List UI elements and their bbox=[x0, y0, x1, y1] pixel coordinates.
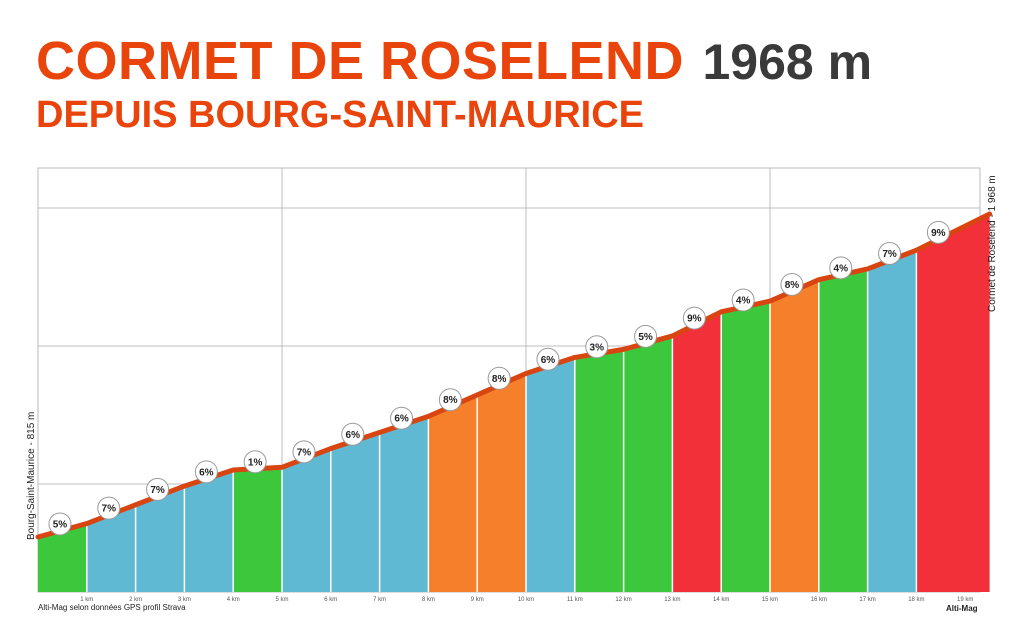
grade-segment-5 bbox=[233, 467, 282, 592]
data-source-credit: Alti-Mag selon données GPS profil Strava bbox=[38, 603, 186, 612]
grade-label-19: 9% bbox=[931, 228, 946, 239]
climb-subtitle: DEPUIS BOURG-SAINT-MAURICE bbox=[36, 94, 645, 136]
grade-badge-19 bbox=[926, 220, 950, 244]
grade-label-7: 6% bbox=[346, 430, 361, 441]
x-tick-label-12: 12 km bbox=[615, 597, 631, 603]
grade-label-13: 5% bbox=[638, 332, 653, 343]
grade-label-1: 5% bbox=[53, 519, 68, 530]
x-tick-label-9: 9 km bbox=[471, 597, 484, 603]
grade-segment-14 bbox=[672, 311, 722, 592]
grade-segment-15 bbox=[721, 301, 770, 592]
grade-segment-6 bbox=[282, 448, 331, 592]
grade-label-10: 8% bbox=[492, 374, 507, 385]
grade-badge-12 bbox=[585, 335, 609, 359]
grade-label-11: 6% bbox=[541, 355, 556, 366]
grade-label-2: 7% bbox=[102, 504, 117, 515]
grade-badge-2 bbox=[97, 496, 121, 520]
grade-badge-1 bbox=[48, 512, 72, 536]
grade-segment-2 bbox=[86, 504, 136, 592]
grade-badge-10 bbox=[487, 366, 511, 390]
grade-badge-13 bbox=[634, 324, 658, 348]
x-tick-label-10: 10 km bbox=[518, 597, 534, 603]
grade-badge-4 bbox=[194, 460, 218, 484]
grade-segment-17 bbox=[818, 268, 868, 592]
grade-badge-8 bbox=[390, 406, 414, 430]
grade-label-18: 7% bbox=[882, 249, 897, 260]
x-tick-label-16: 16 km bbox=[811, 597, 827, 603]
x-tick-label-3: 3 km bbox=[178, 597, 191, 603]
x-tick-label-7: 7 km bbox=[373, 597, 386, 603]
grade-badge-3 bbox=[146, 477, 170, 501]
start-label: Bourg-Saint-Maurice - 815 m bbox=[26, 412, 37, 540]
grade-label-12: 3% bbox=[590, 342, 605, 353]
summit-altitude: 1968 m bbox=[702, 34, 873, 90]
grade-badge-17 bbox=[829, 256, 853, 280]
x-tick-label-6: 6 km bbox=[324, 597, 337, 603]
x-tick-label-11: 11 km bbox=[567, 597, 583, 603]
brand-label: Alti-Mag bbox=[946, 604, 978, 613]
grade-segment-4 bbox=[184, 469, 234, 592]
climb-title: CORMET DE ROSELEND bbox=[36, 31, 685, 91]
end-label: Cormet de Roselend - 1 968 m bbox=[987, 175, 998, 312]
grade-segment-8 bbox=[379, 416, 429, 592]
x-tick-label-13: 13 km bbox=[664, 597, 680, 603]
grade-badge-14 bbox=[682, 306, 706, 330]
grade-segment-7 bbox=[330, 432, 380, 592]
grade-label-6: 7% bbox=[297, 447, 312, 458]
grade-segment-18 bbox=[867, 250, 917, 593]
grade-segment-16 bbox=[770, 279, 819, 592]
grade-segment-1 bbox=[38, 523, 87, 592]
grade-badge-9 bbox=[438, 388, 462, 412]
x-tick-label-19: 19 km bbox=[957, 597, 973, 603]
x-tick-label-2: 2 km bbox=[129, 597, 142, 603]
grade-badge-18 bbox=[878, 242, 902, 266]
grade-segment-13 bbox=[623, 335, 673, 592]
x-tick-label-17: 17 km bbox=[859, 597, 875, 603]
grade-badge-15 bbox=[731, 288, 755, 312]
grade-segment-12 bbox=[574, 349, 624, 592]
grade-label-5: 1% bbox=[248, 457, 263, 468]
x-tick-label-15: 15 km bbox=[762, 597, 778, 603]
grade-label-4: 6% bbox=[199, 467, 214, 478]
x-tick-label-18: 18 km bbox=[908, 597, 924, 603]
x-tick-label-14: 14 km bbox=[713, 597, 729, 603]
grade-segment-19 bbox=[916, 214, 990, 592]
grade-label-17: 4% bbox=[834, 263, 849, 274]
x-tick-label-8: 8 km bbox=[422, 597, 435, 603]
grade-label-14: 9% bbox=[687, 314, 702, 325]
grade-label-15: 4% bbox=[736, 296, 751, 307]
x-tick-label-4: 4 km bbox=[227, 597, 240, 603]
grade-segment-9 bbox=[428, 394, 478, 592]
grade-badge-5 bbox=[243, 450, 267, 474]
x-tick-label-1: 1 km bbox=[80, 597, 93, 603]
grade-label-3: 7% bbox=[150, 485, 165, 496]
grade-label-9: 8% bbox=[443, 395, 458, 406]
grade-segment-10 bbox=[477, 373, 526, 592]
x-tick-label-5: 5 km bbox=[275, 597, 288, 603]
grade-badge-11 bbox=[536, 347, 560, 371]
grade-badge-16 bbox=[780, 272, 804, 296]
title-row: CORMET DE ROSELEND 1968 m bbox=[36, 30, 872, 92]
grade-badge-7 bbox=[341, 422, 365, 446]
grade-label-8: 6% bbox=[394, 414, 409, 425]
grade-badge-6 bbox=[292, 440, 316, 464]
grade-segment-11 bbox=[526, 357, 575, 592]
grade-segment-3 bbox=[135, 486, 185, 592]
grade-label-16: 8% bbox=[785, 280, 800, 291]
